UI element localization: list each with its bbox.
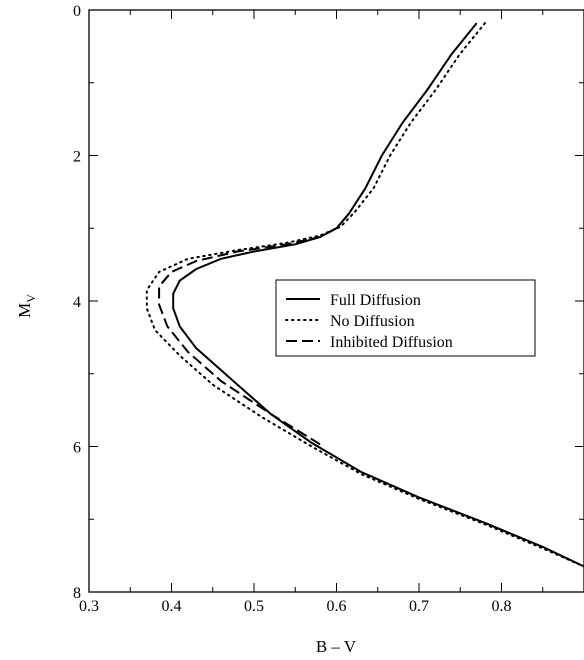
y-tick-label: 2 (73, 149, 81, 166)
x-tick-label: 0.7 (409, 598, 429, 615)
x-tick-label: 0.6 (327, 598, 347, 615)
series-line-full-diffusion (172, 22, 584, 568)
x-tick-label: 0.5 (244, 598, 264, 615)
series-line-inhibited-diffusion (158, 227, 337, 446)
y-tick-label: 0 (73, 3, 81, 20)
legend-box (275, 279, 536, 357)
x-tick-label: 0.4 (162, 598, 182, 615)
y-tick-label: 4 (73, 294, 81, 311)
legend-label-no-diffusion: No Diffusion (330, 313, 415, 330)
y-axis-label: MV (15, 294, 38, 318)
x-tick-label: 0.3 (79, 598, 99, 615)
legend-label-full-diffusion: Full Diffusion (330, 292, 421, 309)
plot-area: 0.3 0.4 0.5 0.6 0.7 0.8 0 2 4 6 8 (73, 3, 584, 615)
legend-label-inhibited-diffusion: Inhibited Diffusion (330, 334, 453, 351)
legend: Full Diffusion No Diffusion Inhibited Di… (275, 279, 536, 357)
series-layer (145, 22, 584, 568)
x-tick-label: 0.8 (492, 598, 512, 615)
y-tick-label: 6 (73, 440, 81, 457)
axis-ticks: 0.3 0.4 0.5 0.6 0.7 0.8 0 2 4 6 8 (73, 3, 584, 615)
x-axis-label: B – V (316, 637, 357, 656)
series-line-no-diffusion (145, 22, 584, 568)
y-tick-label: 8 (73, 585, 81, 602)
